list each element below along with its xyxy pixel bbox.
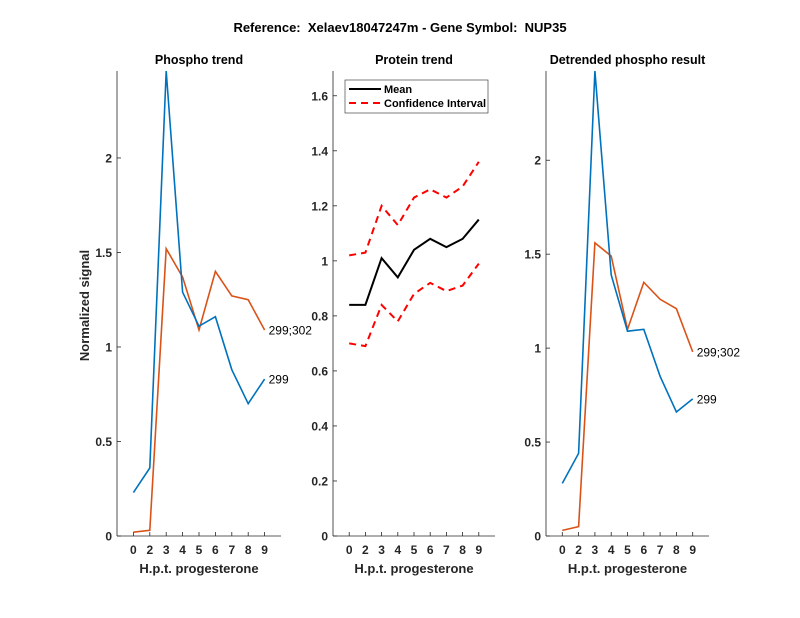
x-tick-label: 5 bbox=[411, 543, 418, 557]
x-tick-label: 3 bbox=[163, 543, 170, 557]
y-tick-label: 0.2 bbox=[311, 474, 328, 488]
y-tick-label: 0.5 bbox=[95, 435, 112, 449]
x-tick-label: 4 bbox=[179, 543, 186, 557]
x-tick-label: 7 bbox=[443, 543, 450, 557]
x-tick-label: 8 bbox=[673, 543, 680, 557]
x-tick-label: 0 bbox=[346, 543, 353, 557]
y-tick-label: 1.4 bbox=[311, 144, 328, 158]
x-tick-label: 5 bbox=[624, 543, 631, 557]
x-tick-label: 9 bbox=[689, 543, 696, 557]
y-tick-label: 0 bbox=[534, 530, 541, 544]
x-tick-label: 3 bbox=[378, 543, 385, 557]
x-tick-label: 9 bbox=[475, 543, 482, 557]
axes-title: Phospho trend bbox=[155, 53, 243, 67]
x-tick-label: 5 bbox=[196, 543, 203, 557]
legend: Mean Confidence Interval bbox=[344, 79, 489, 114]
series-end-label: 299;302 bbox=[269, 323, 313, 337]
legend-box bbox=[344, 79, 489, 114]
x-tick-label: 0 bbox=[130, 543, 137, 557]
x-tick-label: 2 bbox=[575, 543, 582, 557]
y-tick-label: 0 bbox=[321, 530, 328, 544]
x-tick-label: 4 bbox=[394, 543, 401, 557]
x-tick-label: 6 bbox=[427, 543, 434, 557]
y-tick-label: 2 bbox=[534, 154, 541, 168]
y-tick-label: 1.6 bbox=[311, 89, 328, 103]
y-tick-label: 0.8 bbox=[311, 309, 328, 323]
x-tick-label: 7 bbox=[228, 543, 235, 557]
x-tick-label: 6 bbox=[212, 543, 219, 557]
x-tick-label: 8 bbox=[459, 543, 466, 557]
x-tick-label: 8 bbox=[245, 543, 252, 557]
figure-title: Reference: Xelaev18047247m - Gene Symbol… bbox=[233, 20, 566, 35]
axes-title: Protein trend bbox=[375, 53, 453, 67]
series-line-299 bbox=[132, 70, 266, 493]
y-tick-label: 0.4 bbox=[311, 419, 328, 433]
x-axis-label: H.p.t. progesterone bbox=[568, 561, 687, 576]
series-line-confidence-interval-lower- bbox=[349, 263, 480, 348]
y-tick-label: 0 bbox=[105, 530, 112, 544]
y-tick-label: 1.5 bbox=[524, 248, 541, 262]
series-end-label: 299;302 bbox=[697, 345, 741, 359]
x-tick-label: 4 bbox=[608, 543, 615, 557]
x-tick-label: 6 bbox=[640, 543, 647, 557]
x-axis-label: H.p.t. progesterone bbox=[354, 561, 473, 576]
y-tick-label: 0.6 bbox=[311, 364, 328, 378]
series-line-mean bbox=[349, 218, 480, 306]
x-tick-label: 7 bbox=[657, 543, 664, 557]
y-tick-label: 1 bbox=[321, 254, 328, 268]
x-tick-label: 2 bbox=[362, 543, 369, 557]
axes-title: Detrended phospho result bbox=[550, 53, 706, 67]
x-tick-label: 3 bbox=[592, 543, 599, 557]
y-tick-label: 1.2 bbox=[311, 199, 328, 213]
legend-entry-label: Confidence Interval bbox=[384, 98, 486, 110]
x-tick-label: 9 bbox=[261, 543, 268, 557]
series-line-299 bbox=[561, 70, 694, 484]
series-end-label: 299 bbox=[697, 392, 717, 406]
y-tick-label: 1 bbox=[534, 342, 541, 356]
series-end-label: 299 bbox=[269, 373, 289, 387]
x-axis-label: H.p.t. progesterone bbox=[139, 561, 258, 576]
y-tick-label: 0.5 bbox=[524, 436, 541, 450]
y-axis-label: Normalized signal bbox=[77, 250, 92, 361]
x-tick-label: 2 bbox=[146, 543, 153, 557]
legend-entry-label: Mean bbox=[384, 84, 412, 96]
y-tick-label: 1 bbox=[105, 340, 112, 354]
y-tick-label: 1.5 bbox=[95, 246, 112, 260]
x-tick-label: 0 bbox=[559, 543, 566, 557]
y-tick-label: 2 bbox=[105, 151, 112, 165]
